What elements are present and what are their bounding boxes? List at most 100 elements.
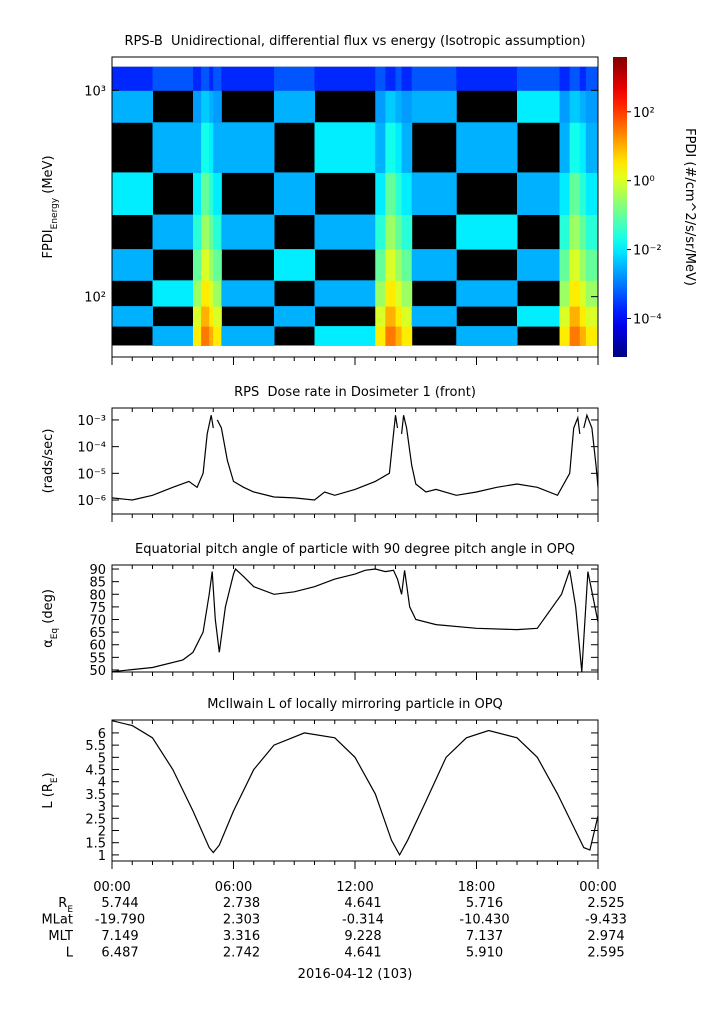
y-axis-label-part: Eq [50, 628, 60, 639]
heatmap-cell [569, 249, 581, 281]
panel-title: McIlwain L of locally mirroring particle… [207, 697, 503, 712]
heatmap-cell [401, 122, 413, 173]
heatmap-cell [579, 249, 587, 281]
heatmap-cell [221, 66, 275, 91]
heatmap-cell [375, 122, 386, 173]
heatmap-cell [201, 214, 210, 250]
ephemeris-label-part: R [58, 896, 67, 911]
heatmap-cell [456, 326, 518, 346]
heatmap-cell [375, 214, 386, 250]
heatmap-cell [579, 172, 587, 216]
heatmap-cell [395, 306, 403, 327]
heatmap-cell [579, 326, 587, 346]
x-tick-label: 00:00 [579, 880, 616, 895]
y-axis-label-part: (deg) [41, 589, 56, 628]
heatmap-cell [385, 66, 396, 91]
heatmap-cell [201, 306, 210, 327]
heatmap-cell [395, 66, 403, 91]
y-tick-label: 5 [98, 751, 106, 766]
heatmap-cell [569, 306, 581, 327]
y-tick-label: 65 [89, 626, 106, 641]
heatmap-cell [385, 90, 396, 123]
ephemeris-value: 2.974 [587, 929, 624, 944]
heatmap-cell [193, 172, 202, 216]
heatmap-cell [569, 214, 581, 250]
y-tick-label: 10⁻⁶ [77, 494, 106, 509]
heatmap-cell [193, 326, 202, 346]
y-axis-label-part: Energy [50, 197, 60, 229]
ephemeris-value: 2.525 [587, 896, 624, 911]
x-tick-label: 00:00 [93, 880, 130, 895]
heatmap-cell [579, 306, 587, 327]
y-tick-label: 10⁻³ [77, 414, 106, 429]
ephemeris-value: 5.744 [101, 896, 138, 911]
heatmap-cell [517, 66, 561, 91]
y-tick-label: 10⁻⁵ [77, 467, 106, 482]
heatmap-cell [375, 172, 386, 216]
y-axis-label-part: E [50, 777, 60, 783]
ephemeris-value: 5.910 [466, 946, 503, 961]
heatmap-cell [579, 122, 587, 173]
heatmap-cell [395, 90, 403, 123]
heatmap-cell [221, 326, 275, 346]
heatmap-cell [559, 249, 571, 281]
heatmap-cell [579, 280, 587, 307]
y-tick-label: 85 [89, 576, 106, 591]
heatmap-cell [201, 66, 210, 91]
heatmap-cell [559, 172, 571, 216]
y-axis-label-part: (rads/sec) [41, 429, 56, 494]
heatmap-cell [579, 214, 587, 250]
heatmap-cell [213, 326, 222, 346]
y-tick-label: 60 [89, 639, 106, 654]
heatmap-cell [411, 90, 457, 123]
y-axis-label: L (RE) [41, 772, 60, 808]
heatmap-cell [193, 214, 202, 250]
date-label: 2016-04-12 (103) [298, 967, 413, 982]
y-tick-label: 10⁻⁴ [77, 441, 106, 456]
y-axis-label-part: L (R [41, 783, 56, 808]
heatmap-cell [585, 66, 599, 91]
heatmap-cell [569, 66, 581, 91]
y-tick-label: 55 [89, 651, 106, 666]
heatmap-cell [456, 214, 518, 250]
heatmap-cell [213, 66, 222, 91]
heatmap-cell [385, 214, 396, 250]
heatmap-cell [209, 122, 214, 173]
colorbar-tick-label: 10⁻² [633, 244, 662, 259]
heatmap-cell [314, 214, 376, 250]
y-axis-label: αEq (deg) [41, 589, 60, 648]
heatmap-cell [385, 326, 396, 346]
y-tick-label: 75 [89, 601, 106, 616]
y-axis-label-part: ) [41, 772, 56, 777]
colorbar-tick-label: 10⁻⁴ [633, 312, 662, 327]
heatmap-cell [579, 66, 587, 91]
ephemeris-value: -9.433 [585, 913, 627, 928]
heatmap-cell [274, 90, 315, 123]
heatmap-cell [559, 280, 571, 307]
heatmap-cell [314, 326, 376, 346]
heatmap-cell [559, 214, 571, 250]
heatmap-cell [193, 280, 202, 307]
heatmap-cell [112, 306, 153, 327]
x-tick-label: 12:00 [336, 880, 373, 895]
heatmap-cell [401, 280, 413, 307]
ephemeris-value: -0.314 [342, 913, 384, 928]
y-tick-label: 4 [98, 776, 106, 791]
y-tick-label: 3.5 [85, 788, 106, 803]
heatmap-cell [559, 66, 571, 91]
heatmap-cell [395, 214, 403, 250]
heatmap-cell [152, 326, 194, 346]
heatmap-cell [456, 122, 518, 173]
ephemeris-value: 2.742 [223, 946, 260, 961]
heatmap-cell [213, 122, 222, 173]
heatmap-cell [201, 90, 210, 123]
x-tick-label: 18:00 [458, 880, 495, 895]
heatmap-cell [385, 306, 396, 327]
ephemeris-label: RE [58, 896, 73, 915]
y-axis-label: (rads/sec) [41, 429, 56, 494]
heatmap-cell [456, 280, 518, 307]
heatmap-cell [375, 90, 386, 123]
ephemeris-label-part: MLat [41, 913, 73, 928]
y-tick-label: 6 [98, 727, 106, 742]
